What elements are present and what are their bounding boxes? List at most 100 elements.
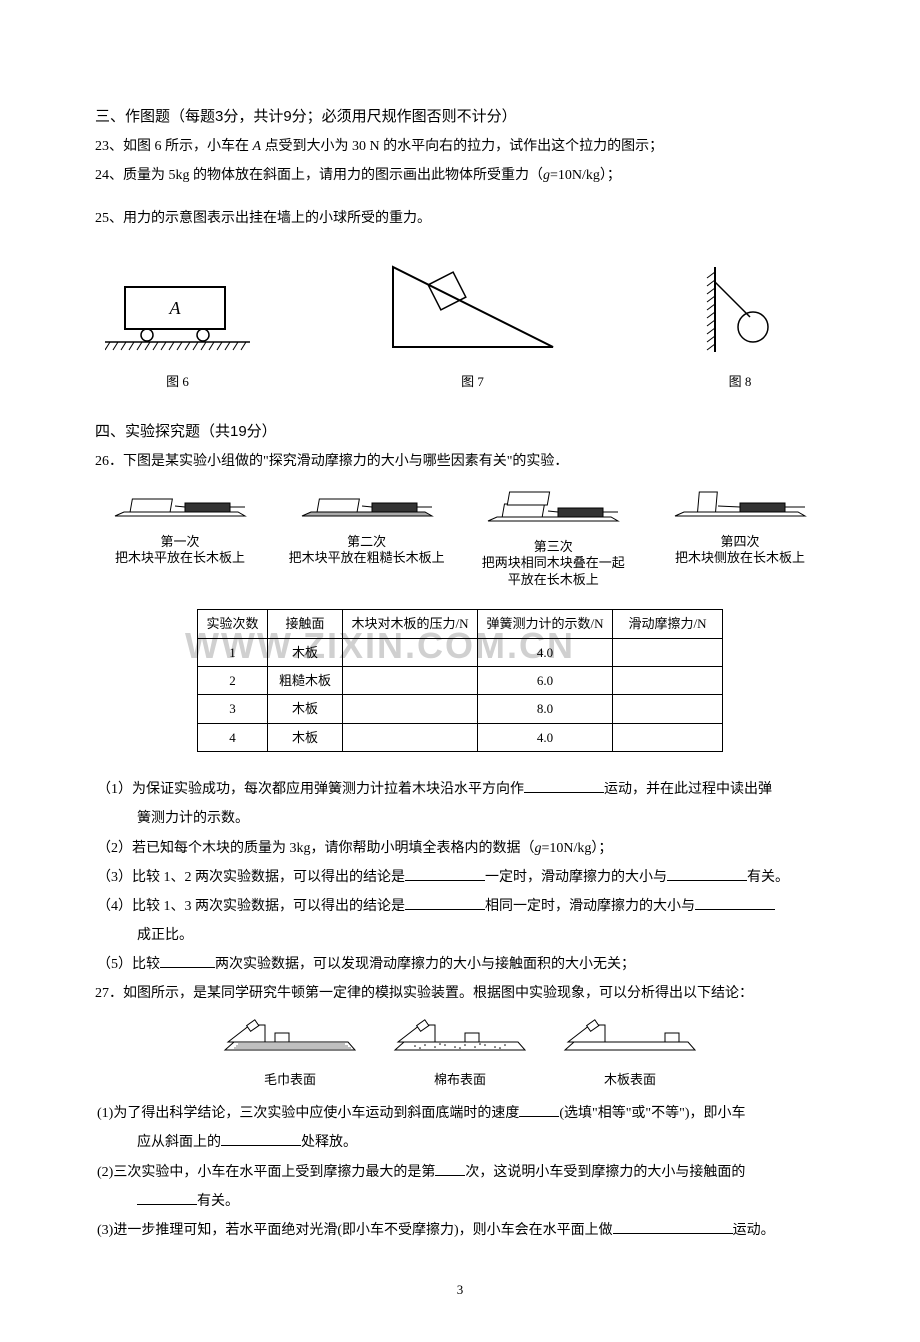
page-number: 3 — [95, 1278, 825, 1301]
q27-s1-mid: (选填"相等"或"不等")，即小车 — [559, 1106, 745, 1121]
q27-s2-line2-text: 有关。 — [197, 1194, 239, 1209]
q24: 24、质量为 5kg 的物体放在斜面上，请用力的图示画出此物体所受重力（g=10… — [95, 163, 825, 188]
q26-s5-pre: （5）比较 — [97, 957, 160, 972]
td: 木板 — [268, 695, 343, 723]
blank — [137, 1191, 197, 1205]
q26-s4-line2: 成正比。 — [95, 923, 825, 948]
newton-fig2-caption: 棉布表面 — [390, 1068, 530, 1091]
q23: 23、如图 6 所示，小车在 A 点受到大小为 30 N 的水平向右的拉力，试作… — [95, 134, 825, 159]
data-table: 实验次数 接触面 木块对木板的压力/N 弹簧测力计的示数/N 滑动摩擦力/N 1… — [197, 609, 723, 752]
q26-s1-line2: 簧测力计的示数。 — [95, 806, 825, 831]
figure-7-svg — [383, 257, 563, 357]
td: 6.0 — [478, 666, 613, 694]
q25: 25、用力的示意图表示出挂在墙上的小球所受的重力。 — [95, 206, 825, 231]
exp-fig4-c1: 第四次 — [655, 534, 825, 551]
exp-fig4: 第四次 把木块侧放在长木板上 — [655, 484, 825, 589]
exp-fig1-c1: 第一次 — [95, 534, 265, 551]
exp-fig1: 第一次 把木块平放在长木板上 — [95, 484, 265, 589]
td: 4.0 — [478, 723, 613, 751]
section4-title: 四、实验探究题（共19分） — [95, 418, 825, 445]
q27-s1-line2: 应从斜面上的处释放。 — [95, 1130, 825, 1155]
td — [343, 723, 478, 751]
td — [613, 695, 723, 723]
newton-fig3: 木板表面 — [560, 1017, 700, 1092]
q26-s5: （5）比较 两次实验数据，可以发现滑动摩擦力的大小与接触面积的大小无关； — [95, 952, 825, 977]
td: 4 — [198, 723, 268, 751]
q26-s1: （1）为保证实验成功，每次都应用弹簧测力计拉着木块沿水平方向作 运动，并在此过程中… — [95, 777, 825, 802]
figure-6-caption: 图 6 — [105, 370, 250, 393]
blank — [519, 1103, 559, 1117]
q26-s2-post: =10N/kg）； — [542, 841, 613, 856]
td: 2 — [198, 666, 268, 694]
q26-s3-mid: 一定时，滑动摩擦力的大小与 — [485, 870, 667, 885]
q26-s4-pre: （4）比较 1、3 两次实验数据，可以得出的结论是 — [97, 899, 405, 914]
th-4: 滑动摩擦力/N — [613, 610, 723, 638]
q24-text-pre: 24、质量为 5kg 的物体放在斜面上，请用力的图示画出此物体所受重力（ — [95, 168, 543, 183]
table-row: 3 木板 8.0 — [198, 695, 723, 723]
blank — [435, 1162, 465, 1176]
figure-7-block: 图 7 — [383, 257, 563, 394]
td: 3 — [198, 695, 268, 723]
q26-s4: （4）比较 1、3 两次实验数据，可以得出的结论是 相同一定时，滑动摩擦力的大小与 — [95, 894, 825, 919]
blank — [667, 867, 747, 881]
q26-intro: 26．下图是某实验小组做的"探究滑动摩擦力的大小与哪些因素有关"的实验． — [95, 449, 825, 474]
blank — [405, 867, 485, 881]
exp-fig2: 第二次 把木块平放在粗糙长木板上 — [282, 484, 452, 589]
q26-s4-mid: 相同一定时，滑动摩擦力的大小与 — [485, 899, 695, 914]
table-row: 4 木板 4.0 — [198, 723, 723, 751]
td — [613, 723, 723, 751]
blank — [160, 954, 215, 968]
figure-7-caption: 图 7 — [383, 370, 563, 393]
q26-s5-post: 两次实验数据，可以发现滑动摩擦力的大小与接触面积的大小无关； — [215, 957, 635, 972]
td: 木板 — [268, 638, 343, 666]
figure-8-svg — [695, 262, 785, 357]
exp-fig2-c2: 把木块平放在粗糙长木板上 — [282, 550, 452, 567]
q24-g: g — [543, 168, 550, 183]
q26-s3: （3）比较 1、2 两次实验数据，可以得出的结论是一定时，滑动摩擦力的大小与有关… — [95, 865, 825, 890]
td: 1 — [198, 638, 268, 666]
figure-6-label-A: A — [169, 298, 182, 318]
q27-s3-post: 运动。 — [733, 1223, 775, 1238]
th-0: 实验次数 — [198, 610, 268, 638]
figure-8-caption: 图 8 — [695, 370, 785, 393]
newton-fig3-caption: 木板表面 — [560, 1068, 700, 1091]
table-row: 1 木板 4.0 — [198, 638, 723, 666]
exp-fig3-c2: 把两块相同木块叠在一起 — [468, 555, 638, 572]
q23-A: A — [253, 139, 262, 154]
table-row: 2 粗糙木板 6.0 — [198, 666, 723, 694]
td — [613, 666, 723, 694]
q27-s2-pre: (2)三次实验中，小车在水平面上受到摩擦力最大的是第 — [97, 1165, 435, 1180]
q26-s3-post: 有关。 — [747, 870, 789, 885]
figure-8-block: 图 8 — [695, 262, 785, 394]
figures-row-1: A — [95, 257, 825, 394]
th-2: 木块对木板的压力/N — [343, 610, 478, 638]
blank — [524, 779, 604, 793]
exp-fig4-c2: 把木块侧放在长木板上 — [655, 550, 825, 567]
th-1: 接触面 — [268, 610, 343, 638]
q27-s2-line2: 有关。 — [95, 1189, 825, 1214]
q26-s1-pre: （1）为保证实验成功，每次都应用弹簧测力计拉着木块沿水平方向作 — [97, 782, 524, 797]
q26-s1-post: 运动，并在此过程中读出弹 — [604, 782, 772, 797]
q23-text-post: 点受到大小为 30 N 的水平向右的拉力，试作出这个拉力的图示； — [261, 139, 663, 154]
th-3: 弹簧测力计的示数/N — [478, 610, 613, 638]
exp-fig2-c1: 第二次 — [282, 534, 452, 551]
td: 木板 — [268, 723, 343, 751]
blank — [613, 1220, 733, 1234]
q27-s2-mid: 次，这说明小车受到摩擦力的大小与接触面的 — [465, 1165, 745, 1180]
td: 4.0 — [478, 638, 613, 666]
q23-text-pre: 23、如图 6 所示，小车在 — [95, 139, 253, 154]
blank — [221, 1132, 301, 1146]
exp-fig1-c2: 把木块平放在长木板上 — [95, 550, 265, 567]
newton-figures-row: 毛巾表面 棉布表面 木板表面 — [95, 1017, 825, 1092]
td — [343, 638, 478, 666]
q27-s1-line2-post: 处释放。 — [301, 1135, 357, 1150]
q27-intro: 27．如图所示，是某同学研究牛顿第一定律的模拟实验装置。根据图中实验现象，可以分… — [95, 981, 825, 1006]
newton-fig1-caption: 毛巾表面 — [220, 1068, 360, 1091]
blank — [695, 896, 775, 910]
figure-6-svg: A — [105, 282, 250, 357]
table-header-row: 实验次数 接触面 木块对木板的压力/N 弹簧测力计的示数/N 滑动摩擦力/N — [198, 610, 723, 638]
q27-s1: (1)为了得出科学结论，三次实验中应使小车运动到斜面底端时的速度(选填"相等"或… — [95, 1101, 825, 1126]
newton-fig2: 棉布表面 — [390, 1017, 530, 1092]
td: 8.0 — [478, 695, 613, 723]
q26-s2-g: g — [535, 841, 542, 856]
